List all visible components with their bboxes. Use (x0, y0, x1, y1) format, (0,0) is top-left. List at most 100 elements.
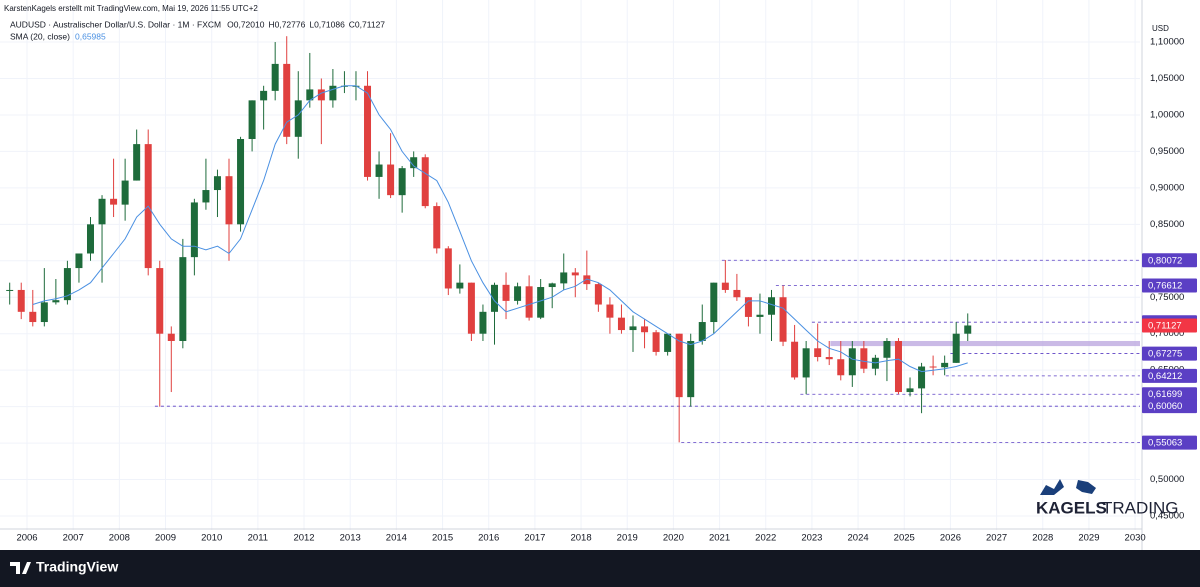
x-tick-label: 2022 (755, 533, 776, 544)
candle-body (698, 322, 706, 341)
candle-body (825, 357, 833, 360)
candle-body (560, 272, 568, 284)
candle-body (375, 164, 383, 177)
candle-body (571, 272, 579, 276)
axes: 0,450000,500000,550000,600000,650000,700… (16, 37, 1197, 544)
candle-body (75, 253, 83, 269)
y-tick-label: 0,45000 (1150, 511, 1184, 522)
price-box (1142, 278, 1197, 293)
candle-body (6, 289, 14, 291)
legend: AUDUSD · Australischer Dollar/U.S. Dolla… (10, 19, 221, 41)
candle-body (167, 333, 175, 341)
price-box-label: 0,60060 (1148, 401, 1182, 412)
candle-body (398, 168, 406, 196)
ohlc-label: C0,71127 (349, 19, 386, 29)
y-tick-label: 0,75000 (1150, 292, 1184, 303)
candle-body (756, 314, 764, 317)
price-box (1142, 253, 1197, 268)
y-tick-label: 0,95000 (1150, 146, 1184, 157)
x-tick-label: 2028 (1032, 533, 1053, 544)
candle-body (964, 325, 972, 334)
candle-body (329, 85, 337, 101)
y-tick-label: 0,90000 (1150, 182, 1184, 193)
price-box (1142, 387, 1197, 402)
x-tick-label: 2012 (293, 533, 314, 544)
footer-brand: TradingView (36, 559, 118, 575)
price-box-label: 0,76612 (1148, 281, 1182, 292)
candle-body (410, 157, 418, 169)
candle-body (537, 287, 545, 318)
candle-body (63, 268, 71, 301)
candle-body (364, 85, 372, 177)
x-tick-label: 2025 (894, 533, 915, 544)
candle-body (710, 282, 718, 323)
candle-body (514, 286, 522, 301)
candle-body (894, 340, 902, 393)
candle-body (918, 366, 926, 389)
candle-body (952, 333, 960, 363)
x-tick-label: 2010 (201, 533, 222, 544)
candle-body (317, 89, 325, 101)
candle-body (283, 63, 291, 137)
x-tick-label: 2014 (386, 533, 407, 544)
candle-body (583, 275, 591, 285)
x-tick-label: 2021 (709, 533, 730, 544)
candle-body (86, 224, 94, 254)
ohlc-label: O0,72010 (227, 19, 265, 29)
candle-body (133, 144, 141, 181)
x-tick-label: 2018 (570, 533, 591, 544)
candle-body (248, 100, 256, 140)
price-box (1142, 346, 1197, 361)
price-box (1142, 399, 1197, 414)
candle-body (98, 198, 106, 225)
plot-area (6, 36, 1140, 444)
y-tick-label: 1,10000 (1150, 37, 1184, 48)
footer-bar (0, 550, 1200, 587)
y-tick-label: 1,00000 (1150, 109, 1184, 120)
candle-body (40, 302, 48, 323)
bull-icon (1040, 479, 1064, 495)
footer-logo (10, 562, 31, 574)
candle-body (814, 348, 822, 358)
candle-body (525, 286, 533, 318)
candle-body (237, 139, 245, 225)
candle-body (941, 362, 949, 368)
candle-body (306, 89, 314, 101)
candle-body (387, 164, 395, 196)
candle-body (29, 311, 37, 323)
candle-body (456, 282, 464, 289)
x-tick-label: 2027 (986, 533, 1007, 544)
candle-body (444, 248, 452, 289)
candle-body (883, 340, 891, 358)
candle-body (779, 297, 787, 342)
x-tick-label: 2009 (155, 533, 176, 544)
candle-body (906, 388, 914, 393)
watermark-text: TRADING (1102, 498, 1179, 517)
x-tick-label: 2008 (109, 533, 130, 544)
x-tick-label: 2030 (1125, 533, 1146, 544)
y-axis-label: USD (1152, 24, 1169, 33)
candle-body (617, 317, 625, 331)
candle-body (675, 333, 683, 398)
candle-body (479, 311, 487, 334)
ohlc-label: H0,72776 (268, 19, 305, 29)
ohlc-label: L0,71086 (309, 19, 345, 29)
candle-body (837, 359, 845, 376)
x-tick-label: 2020 (663, 533, 684, 544)
candle-body (52, 300, 60, 303)
candle-body (687, 340, 695, 398)
price-box-label: 0,64212 (1148, 371, 1182, 382)
price-box-label: 0,55063 (1148, 438, 1182, 449)
price-box-label: 0,71127 (1148, 320, 1182, 331)
candle-body (802, 348, 810, 378)
credit: KarstenKagels erstellt mit TradingView.c… (4, 4, 258, 13)
candle-body (733, 289, 741, 298)
candle-body (433, 206, 441, 249)
candle-body (606, 304, 614, 318)
candle-body (156, 268, 164, 334)
price-box-label: 0,67275 (1148, 349, 1182, 360)
candle-body (652, 332, 660, 352)
watermark: KAGELS TRADING (1036, 479, 1179, 517)
candle-body (179, 257, 187, 341)
grid (0, 0, 1140, 530)
